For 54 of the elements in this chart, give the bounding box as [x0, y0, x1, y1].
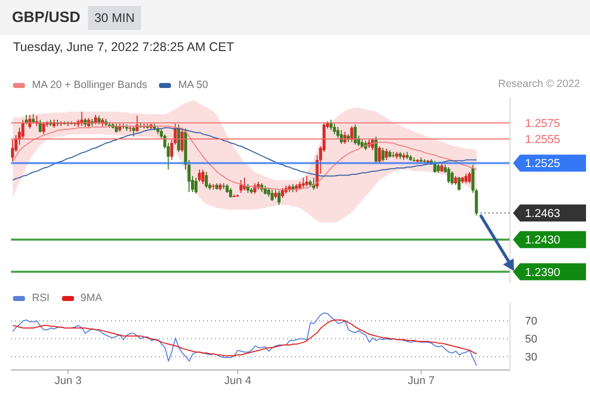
candlestick: [229, 188, 232, 198]
candlestick: [329, 119, 332, 131]
y-tick-label: 50: [525, 334, 538, 346]
y-tick-label: 1.2390: [525, 266, 560, 279]
candlestick: [468, 172, 471, 184]
candlestick: [305, 176, 308, 187]
y-tick-label: 1.2430: [525, 234, 560, 247]
legend-label: RSI: [32, 292, 50, 304]
legend-label: 9MA: [80, 292, 102, 304]
candlestick: [32, 114, 35, 124]
chart-title: GBP/USD: [12, 9, 80, 26]
line-series: [12, 312, 478, 366]
candlestick: [378, 146, 381, 164]
candlestick: [433, 160, 436, 174]
candlestick: [38, 119, 42, 134]
x-tick-label: Jun 3: [54, 374, 82, 387]
candlestick: [11, 139, 14, 162]
candlestick: [374, 136, 378, 164]
candlestick: [132, 126, 136, 138]
candlestick: [198, 169, 201, 182]
candlestick: [177, 124, 180, 152]
candlestick: [278, 190, 281, 206]
candlestick: [270, 189, 274, 202]
x-tick-label: Jun 4: [224, 374, 252, 387]
legend-label: MA 50: [178, 79, 208, 91]
candlestick: [24, 114, 28, 126]
candlestick: [354, 124, 357, 146]
candlestick: [332, 123, 336, 135]
candlestick: [350, 126, 354, 143]
y-tick-label: 1.2525: [525, 158, 560, 170]
chart-subtitle: 30 MIN: [88, 6, 141, 30]
legend-label: MA 20 + Bollinger Bands: [32, 79, 148, 91]
text: Tuesday, June 7, 2022 7:28:25 AM CET: [13, 40, 234, 54]
candlestick: [204, 172, 208, 189]
candlestick: [201, 169, 204, 185]
y-tick-label: 30: [525, 351, 538, 364]
line-series: [12, 127, 478, 181]
candlestick: [450, 170, 454, 186]
candlestick: [194, 177, 198, 194]
candlestick: [464, 173, 468, 184]
candlestick: [239, 180, 242, 194]
text: Research © 2022: [498, 78, 580, 90]
y-tick-label: 70: [525, 316, 538, 328]
x-tick-label: Jun 7: [408, 374, 435, 387]
candlestick: [458, 176, 461, 191]
candlestick: [381, 147, 384, 162]
y-tick-label: 1.2463: [525, 208, 560, 220]
y-tick-label: 1.2575: [525, 118, 560, 130]
line-series: [12, 319, 478, 356]
y-tick-label: 1.2555: [525, 134, 560, 146]
candlestick: [281, 188, 284, 198]
candlestick: [42, 122, 46, 135]
candlestick: [447, 166, 450, 184]
candlestick: [384, 148, 388, 160]
